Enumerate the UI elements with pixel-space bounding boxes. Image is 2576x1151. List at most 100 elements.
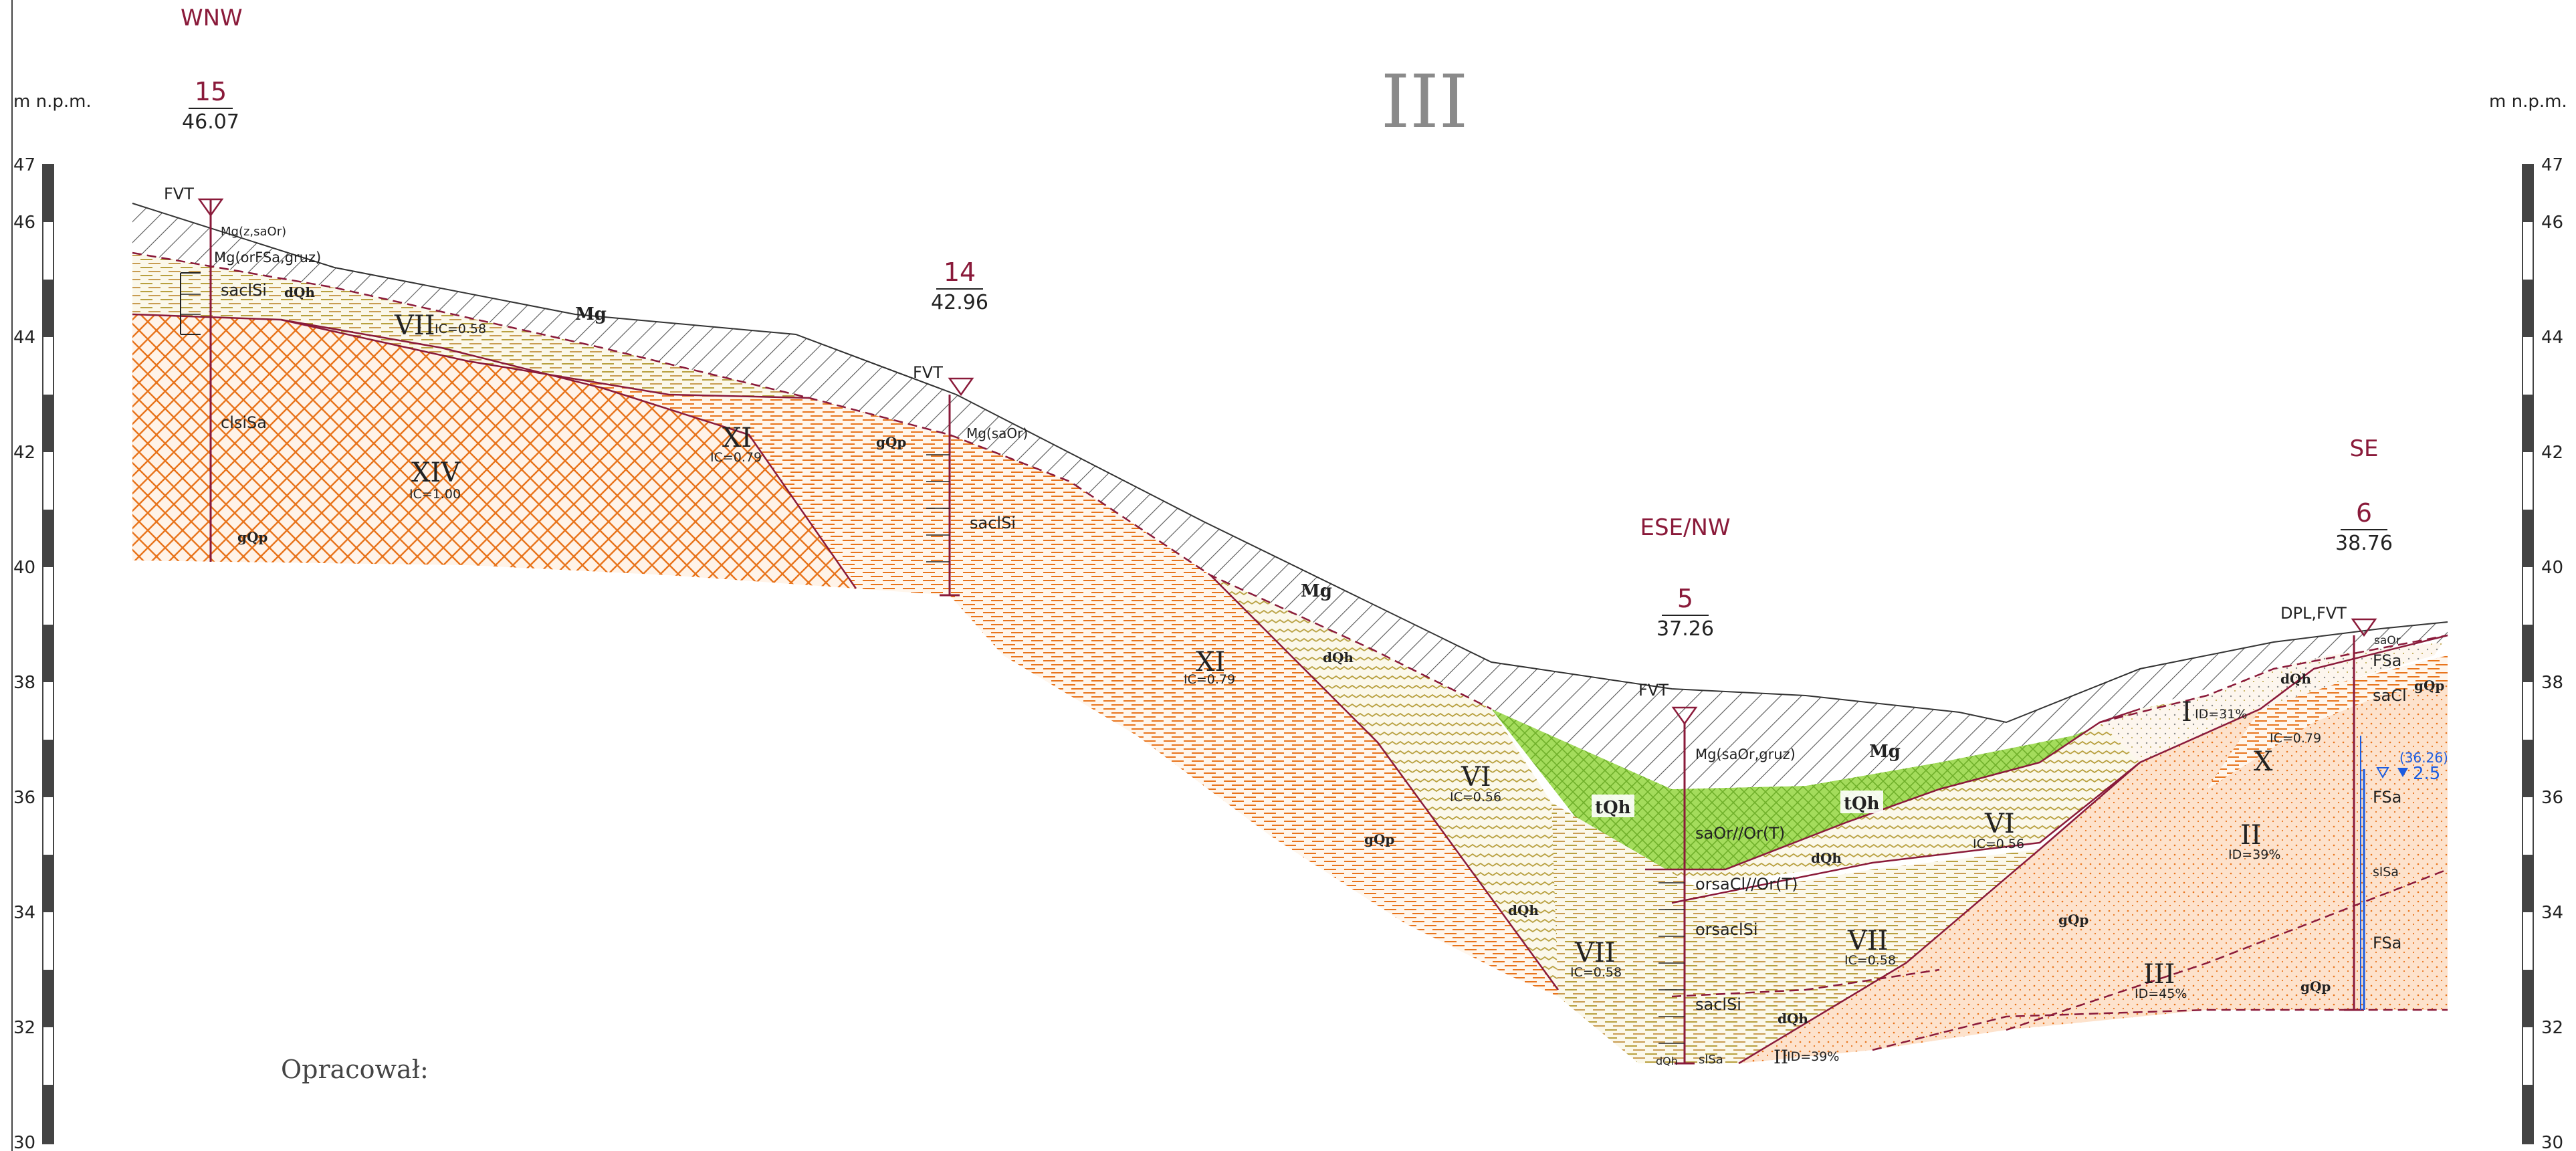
b15-soil-clsisa: clsiSa (221, 413, 267, 432)
layer-index-xi-2: IC=0.79 (1184, 672, 1235, 687)
unit-dqh-2: dQh (1323, 649, 1354, 665)
layer-label-vi-1: VI (1461, 762, 1491, 793)
layer-index-iii: ID=45% (2135, 986, 2187, 1001)
borehole-14: 14 42.96 FVT Mg(saOr) saclSi (913, 257, 1028, 597)
left-elevation-axis (11, 0, 54, 1151)
borehole-5-number: 5 (1677, 584, 1693, 613)
layer-label-i: I (2181, 697, 2192, 728)
boundary-lines (132, 203, 2448, 1065)
borehole-14-elevation: 42.96 (931, 291, 988, 314)
unit-gqp-1: gQp (237, 529, 267, 545)
right-tick-44: 44 (2541, 328, 2563, 348)
layer-xi-center (950, 435, 1558, 997)
borehole-15-tests: FVT (164, 185, 194, 203)
layer-index-vii-3: IC=0.58 (1844, 953, 1896, 968)
borehole-6: SE 6 38.76 DPL,FVT saOr FSa saCl FSa slS… (2280, 435, 2448, 1011)
direction-wnw: WNW (181, 5, 243, 31)
layer-label-iii: III (2143, 959, 2175, 990)
left-tick-34: 34 (13, 903, 35, 923)
borehole-14-number: 14 (944, 257, 976, 287)
left-tick-36: 36 (13, 788, 35, 808)
layer-label-vi-2: VI (1984, 809, 2015, 839)
layer-label-xi-2: XI (1196, 647, 1225, 677)
layer-label-xiv: XIV (411, 457, 461, 488)
left-tick-46: 46 (13, 213, 35, 233)
direction-ese-nw: ESE/NW (1640, 514, 1730, 541)
layer-mg (132, 203, 2448, 789)
right-tick-34: 34 (2541, 903, 2563, 923)
b15-soil-top1: Mg(z,saOr) (221, 225, 286, 239)
right-tick-46: 46 (2541, 213, 2563, 233)
layer-vii-bottom (1551, 803, 2040, 1063)
right-tick-40: 40 (2541, 558, 2563, 578)
layer-index-xiv: IC=1.00 (409, 487, 461, 502)
layer-index-ii: ID=39% (2228, 847, 2280, 862)
layer-index-vii-1: IC=0.58 (435, 322, 486, 336)
section-title: III (1381, 59, 1468, 144)
left-unit-label: m n.p.m. (13, 92, 92, 112)
unit-gqp-5: gQp (2300, 978, 2331, 995)
borehole-6-number: 6 (2356, 498, 2372, 528)
b14-soil-saclsi: saclSi (970, 514, 1016, 532)
layer-index-vii-2: IC=0.58 (1570, 965, 1622, 980)
water-level-elevation: (36.26) (2399, 750, 2448, 766)
b5-soil-slsa: slSa (1699, 1053, 1723, 1067)
layer-index-vi-1: IC=0.56 (1450, 790, 1501, 805)
b5-soil-orsacl: orsaCl//Or(T) (1695, 875, 1798, 894)
borehole-14-tests: FVT (913, 363, 943, 382)
borehole-6-tests: DPL,FVT (2280, 604, 2347, 623)
layer-index-xi-1: IC=0.79 (710, 450, 762, 465)
b5-soil-saclsi: saclSi (1695, 995, 1741, 1014)
layer-index-vi-2: IC=0.56 (1973, 837, 2024, 851)
layer-label-ii: II (2240, 820, 2262, 851)
layer-labels: XIV IC=1.00 XI IC=0.79 VII IC=0.58 XI IC… (394, 310, 2321, 1068)
unit-dqh-4: dQh (1811, 850, 1842, 866)
water-level-depth: 2.5 (2413, 764, 2440, 784)
layer-index-i: ID=31% (2195, 707, 2247, 722)
unit-mg-1: Mg (575, 304, 607, 324)
borehole-15-elevation: 46.07 (182, 110, 239, 134)
layer-label-vii-2: VII (1574, 938, 1616, 968)
b15-soil-saclsi: saclSi (221, 281, 267, 300)
b6-soil-saor: saOr (2374, 634, 2401, 647)
layer-label-xi-1: XI (722, 423, 752, 453)
layer-index-ii-small: ID=39% (1787, 1049, 1839, 1064)
b5-soil-orsaclsi: orsaclSi (1695, 920, 1758, 939)
layer-vii-left (132, 253, 809, 398)
layer-label-ii-small: II (1774, 1046, 1788, 1068)
layer-ii-iii (1739, 655, 2448, 1063)
left-tick-38: 38 (13, 673, 35, 693)
right-elevation-axis (2522, 164, 2534, 1144)
unit-labels: Mg Mg Mg tQh tQh dQh dQh dQh dQh dQh dQh… (237, 284, 2444, 1027)
unit-dqh-6: dQh (2280, 671, 2311, 687)
layer-label-vii-3: VII (1847, 926, 1889, 956)
unit-tqh-1: tQh (1595, 798, 1631, 818)
unit-dqh-1: dQh (284, 284, 315, 300)
left-tick-47: 47 (13, 155, 35, 175)
left-tick-42: 42 (13, 443, 35, 463)
borehole-5-tests: FVT (1638, 681, 1669, 700)
left-tick-40: 40 (13, 558, 35, 578)
right-tick-32: 32 (2541, 1018, 2563, 1038)
layer-x (2207, 655, 2448, 789)
right-tick-30: 30 (2541, 1133, 2563, 1151)
b15-soil-top2: Mg(orFSa,gruz) (214, 249, 321, 266)
b5-soil-saor: saOr//Or(T) (1695, 824, 1785, 843)
left-tick-30: 30 (13, 1133, 35, 1151)
layer-index-x: IC=0.79 (2270, 731, 2321, 746)
b5-soil-mg: Mg(saOr,gruz) (1695, 746, 1796, 762)
layer-label-x: X (2254, 746, 2273, 777)
unit-dqh-5: dQh (1778, 1011, 1808, 1027)
b6-soil-fsa2: FSa (2373, 788, 2401, 807)
borehole-5: ESE/NW 5 37.26 FVT Mg(saOr,gruz) saOr//O… (1638, 514, 1798, 1067)
borehole-15-number: 15 (195, 77, 227, 106)
prepared-by-label: Opracował: (281, 1055, 429, 1084)
b6-soil-fsa3: FSa (2373, 934, 2401, 952)
direction-se: SE (2349, 435, 2378, 462)
right-unit-label: m n.p.m. (2489, 92, 2567, 112)
right-tick-36: 36 (2541, 788, 2563, 808)
layer-label-vii-1: VII (394, 310, 435, 341)
right-tick-42: 42 (2541, 443, 2563, 463)
unit-mg-2: Mg (1301, 581, 1332, 601)
left-tick-44: 44 (13, 328, 35, 348)
